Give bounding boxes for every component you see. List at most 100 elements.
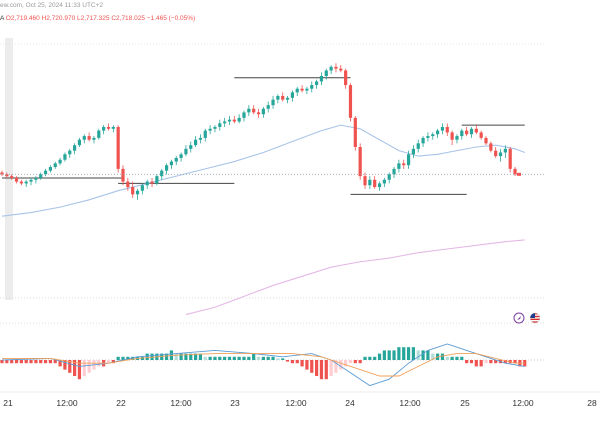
candle-body bbox=[77, 139, 82, 146]
macd-histogram-bar bbox=[164, 353, 169, 360]
candle bbox=[310, 81, 314, 93]
macd-histogram-bar bbox=[53, 360, 57, 364]
x-tick-label: 25 bbox=[460, 398, 470, 408]
macd-histogram-bar bbox=[339, 360, 343, 370]
candle-body bbox=[242, 112, 246, 118]
candle bbox=[281, 92, 285, 102]
candle bbox=[247, 105, 251, 117]
candle bbox=[421, 136, 425, 147]
candle-body bbox=[29, 179, 33, 182]
candle-body bbox=[450, 132, 454, 140]
macd-histogram-bar bbox=[431, 353, 435, 360]
macd-histogram-bar bbox=[363, 356, 367, 360]
compass-icon[interactable] bbox=[513, 312, 525, 324]
macd-histogram-bar bbox=[111, 360, 115, 364]
macd-signal-line bbox=[2, 353, 525, 377]
macd-histogram-bar bbox=[276, 358, 280, 360]
macd-histogram-bar bbox=[392, 350, 396, 360]
candle bbox=[135, 188, 140, 200]
candle-body bbox=[97, 130, 101, 138]
candle bbox=[436, 128, 440, 138]
candlestick-series[interactable] bbox=[0, 63, 517, 200]
candle-body bbox=[73, 145, 77, 151]
candle-body bbox=[315, 81, 319, 86]
chart-source-line: ew.com, Oct 25, 2024 11:33 UTC+2 bbox=[0, 2, 104, 9]
candle-body bbox=[508, 148, 512, 169]
macd-histogram-bar bbox=[329, 360, 333, 376]
candle bbox=[290, 90, 294, 102]
candle-body bbox=[135, 190, 140, 195]
candle-body bbox=[208, 128, 212, 131]
candle-body bbox=[34, 177, 38, 180]
candle-body bbox=[189, 145, 193, 149]
candle-body bbox=[63, 154, 67, 160]
candle bbox=[160, 168, 164, 180]
candle bbox=[431, 132, 435, 140]
candle bbox=[184, 145, 188, 157]
candle bbox=[213, 125, 217, 133]
macd-histogram-bar bbox=[411, 347, 415, 360]
candle-body bbox=[474, 128, 478, 133]
macd-histogram-bar bbox=[358, 360, 362, 364]
macd-histogram-bar bbox=[48, 360, 52, 364]
candle-body bbox=[150, 181, 154, 184]
candle-body bbox=[290, 92, 294, 98]
candle bbox=[121, 165, 125, 186]
candle-body bbox=[252, 108, 256, 113]
macd-histogram-bar bbox=[373, 356, 377, 360]
candle-body bbox=[179, 154, 183, 158]
candle bbox=[237, 114, 241, 124]
x-tick-label: 28 bbox=[587, 398, 597, 408]
macd-histogram-bar bbox=[87, 360, 91, 373]
candle-body bbox=[426, 136, 430, 138]
candle-body bbox=[329, 66, 333, 71]
candle bbox=[145, 179, 149, 189]
candle bbox=[295, 86, 299, 96]
candle-body bbox=[373, 179, 377, 188]
candle bbox=[106, 123, 111, 131]
macd-histogram-bar bbox=[24, 360, 28, 364]
candle-body bbox=[223, 121, 227, 124]
macd-histogram-bar bbox=[43, 360, 48, 364]
candle bbox=[48, 165, 52, 173]
macd-histogram-bar bbox=[121, 356, 125, 360]
horizontal-levels[interactable] bbox=[2, 77, 525, 195]
candle-body bbox=[58, 159, 62, 164]
macd-histogram-bar bbox=[34, 360, 38, 364]
candle bbox=[150, 177, 154, 188]
macd-histogram-bar bbox=[203, 356, 207, 360]
macd-histogram-bar bbox=[440, 353, 445, 360]
candle bbox=[450, 130, 454, 146]
candle bbox=[348, 83, 353, 122]
candle-body bbox=[53, 163, 57, 168]
candle bbox=[397, 159, 401, 173]
candle bbox=[116, 125, 120, 173]
macd-histogram-bar bbox=[198, 353, 203, 360]
candle bbox=[358, 143, 362, 180]
x-tick-label: 12:00 bbox=[56, 398, 78, 408]
candle-body bbox=[232, 119, 236, 122]
candle-body bbox=[416, 143, 420, 149]
candle-body bbox=[48, 167, 52, 171]
macd-histogram-bar bbox=[348, 360, 353, 364]
candle bbox=[63, 152, 67, 162]
candle bbox=[164, 163, 169, 175]
candle bbox=[82, 134, 86, 144]
candle bbox=[155, 174, 159, 186]
macd-histogram-bar bbox=[479, 360, 483, 367]
candle bbox=[68, 148, 72, 158]
us-flag-icon[interactable] bbox=[529, 312, 541, 324]
macd-histogram-bar bbox=[106, 360, 111, 364]
macd-histogram-bar bbox=[285, 360, 290, 362]
candle bbox=[92, 136, 96, 144]
session-highlight bbox=[5, 38, 13, 300]
candle-body bbox=[160, 170, 164, 177]
candle bbox=[344, 68, 348, 89]
macd-histogram-bar bbox=[247, 356, 251, 360]
candle bbox=[300, 85, 304, 93]
candle-body bbox=[513, 168, 517, 175]
macd-histogram-bar bbox=[494, 360, 498, 364]
candle bbox=[194, 136, 198, 147]
macd-histogram-bar bbox=[261, 356, 265, 360]
